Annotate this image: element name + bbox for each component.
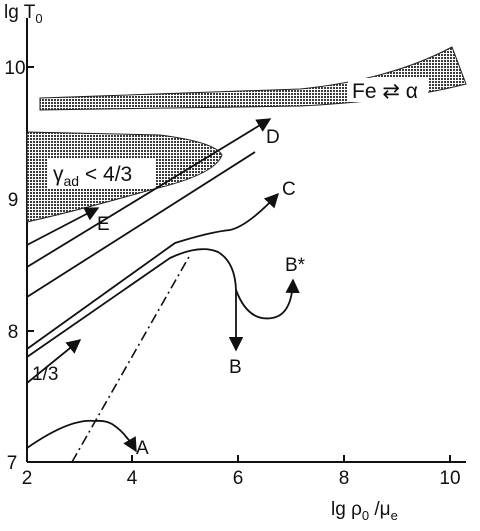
x-tick-label-2: 2 — [22, 468, 33, 489]
gamma-label-symbol: γ — [53, 163, 64, 186]
curve-e-arrow — [26, 207, 100, 246]
curve-a-label: A — [136, 438, 149, 459]
x-axis-title-sub-e: e — [391, 508, 398, 523]
curve-a — [26, 419, 137, 453]
curve-b-main — [26, 248, 237, 358]
slope-label: 1/3 — [32, 364, 58, 385]
gamma-label-sub: ad — [64, 173, 80, 189]
fe-label-bg — [348, 78, 428, 102]
y-tick-label-7: 7 — [7, 453, 18, 474]
x-tick-label-6: 6 — [233, 468, 244, 489]
curve-c — [26, 192, 279, 350]
y-axis-title-main: lg T — [4, 2, 36, 23]
x-axis-title-sub-0: 0 — [362, 508, 369, 523]
y-tick-label-9: 9 — [8, 190, 19, 211]
fe-alpha-label: Fe ⇄ α — [352, 80, 418, 103]
x-tick-label-8: 8 — [339, 468, 350, 489]
curve-c-label: C — [282, 179, 296, 200]
curve-b-star — [235, 278, 300, 320]
gamma-label-rest: < 4/3 — [79, 163, 132, 186]
y-axis-title: lg T0 — [4, 2, 43, 26]
y-axis-title-sub: 0 — [35, 11, 42, 26]
curve-b-star-label: B* — [285, 255, 306, 276]
curve-e-track — [26, 151, 256, 298]
x-axis-title-mu: /μ — [369, 499, 391, 520]
x-tick-label-10: 10 — [439, 468, 460, 489]
y-tick-label-8: 8 — [8, 322, 19, 343]
x-axis-title-main: lg ρ — [331, 499, 362, 520]
curve-d — [26, 118, 272, 268]
curve-e-label: E — [97, 214, 110, 235]
x-tick-label-4: 4 — [127, 468, 138, 489]
gamma-label: γad < 4/3 — [53, 163, 132, 189]
curve-b-label: B — [229, 357, 242, 378]
gamma-label-bg — [48, 158, 156, 188]
x-axis-title: lg ρ0 /μe — [331, 499, 398, 523]
x-axis-ticks — [26, 455, 451, 462]
slope-arrow — [26, 339, 82, 384]
y-tick-label-10: 10 — [4, 58, 25, 79]
curve-d-label: D — [266, 127, 280, 148]
